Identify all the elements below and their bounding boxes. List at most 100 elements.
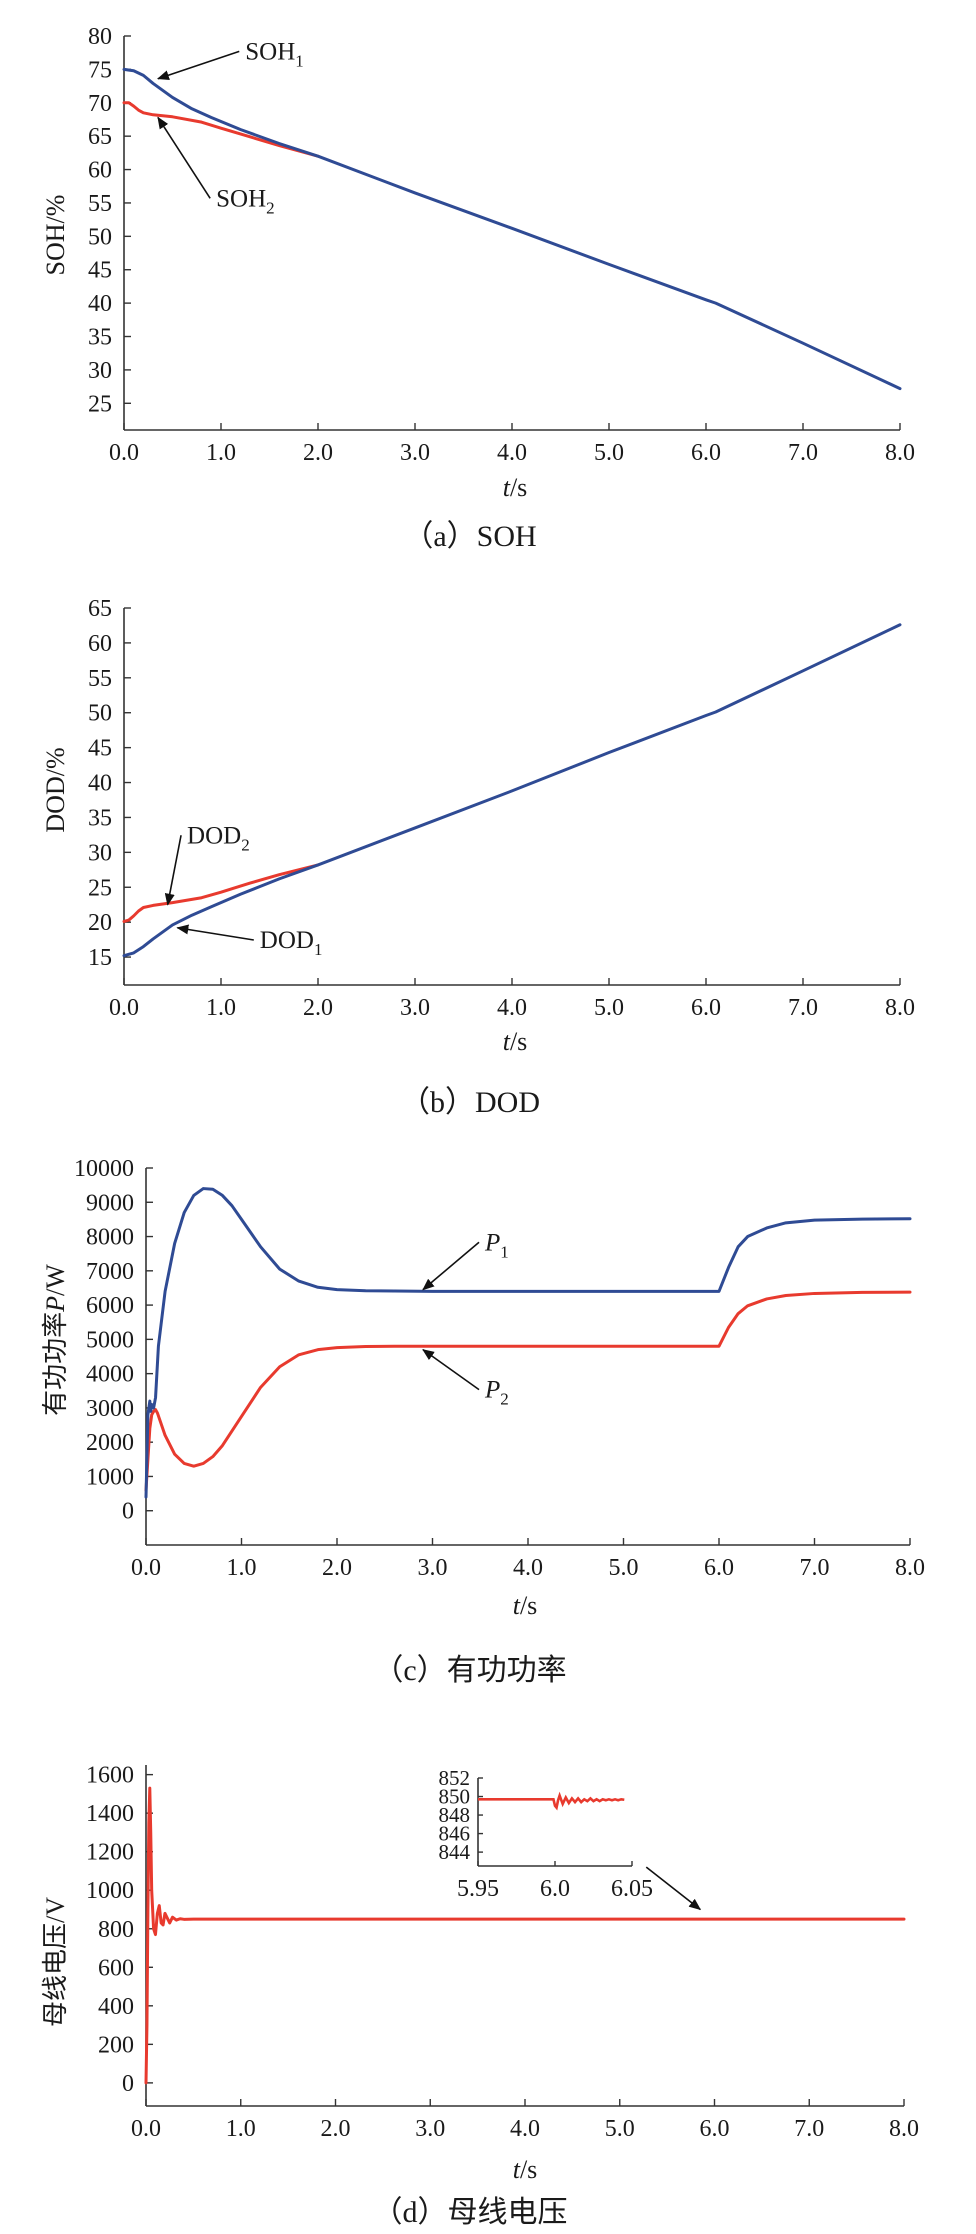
soh-x-tick-label: 8.0 — [885, 440, 915, 466]
chart-panel-dod: 0.0 1.0 2.0 3.0 4.0 5.0 6.0 7.0 8.0 15 20 25 30 35 40 4… — [41, 596, 915, 1119]
soh-x-axis-label: t/s — [503, 473, 528, 502]
inset-y-tick-label: 850 — [439, 1785, 471, 1809]
inset-x-tick-label: 6.0 — [540, 1876, 570, 1902]
dod-y-axis-label: DOD/% — [41, 747, 70, 832]
voltage-x-tick-label: 3.0 — [415, 2116, 445, 2142]
power-x-tick-label: 3.0 — [418, 1555, 448, 1581]
power-y-tick-label: 4000 — [86, 1362, 134, 1388]
power-annotation-arrow-p2 — [422, 1348, 480, 1391]
soh-annotation-arrow-soh2 — [157, 116, 211, 199]
voltage-series-line-udc — [144, 1786, 906, 2085]
power-y-tick-label: 2000 — [86, 1430, 134, 1456]
inset-x-tick-label: 6.05 — [611, 1876, 653, 1902]
voltage-y-tick-label: 1200 — [86, 1840, 134, 1866]
power-y-tick-label: 8000 — [86, 1225, 134, 1251]
power-y-tick-label: 6000 — [86, 1293, 134, 1319]
voltage-x-axis-label: t/s — [513, 2155, 538, 2184]
power-x-tick-label: 8.0 — [895, 1555, 925, 1581]
power-y-tick-label: 9000 — [86, 1190, 134, 1216]
dod-x-tick-label: 8.0 — [885, 995, 915, 1021]
dod-annotation-label-dod1: DOD1 — [260, 927, 323, 959]
soh-annotation-label-soh1: SOH1 — [245, 38, 304, 70]
power-x-tick-label: 0.0 — [131, 1555, 161, 1581]
power-y-tick-label: 1000 — [86, 1464, 134, 1490]
power-x-tick-label: 4.0 — [513, 1555, 543, 1581]
dod-x-tick-label: 1.0 — [206, 995, 236, 1021]
voltage-y-tick-label: 800 — [98, 1917, 134, 1943]
power-y-tick-label: 7000 — [86, 1259, 134, 1285]
soh-x-tick-label: 6.0 — [691, 440, 721, 466]
dod-x-tick-label: 6.0 — [691, 995, 721, 1021]
dod-x-tick-label: 4.0 — [497, 995, 527, 1021]
voltage-x-tick-label: 8.0 — [889, 2116, 919, 2142]
power-x-tick-label: 7.0 — [800, 1555, 830, 1581]
power-plot-area — [144, 1187, 912, 1499]
soh-annotation-arrow-soh1 — [157, 50, 240, 80]
dod-annotation-label-dod2: DOD2 — [187, 822, 250, 854]
power-x-tick-label: 2.0 — [322, 1555, 352, 1581]
power-x-axis-label: t/s — [513, 1591, 538, 1620]
voltage-x-tick-label: 5.0 — [605, 2116, 635, 2142]
power-annotations: P1 P2 — [422, 1229, 509, 1409]
voltage-y-tick-label: 400 — [98, 1994, 134, 2020]
soh-series-line-soh2 — [122, 101, 320, 158]
voltage-plot-area — [144, 1786, 906, 2085]
soh-y-tick-label: 80 — [88, 24, 112, 50]
inset-y-tick-label: 846 — [439, 1822, 471, 1846]
voltage-y-tick-label: 0 — [122, 2071, 134, 2097]
soh-ticks: 0.0 1.0 2.0 3.0 4.0 5.0 6.0 7.0 8.0 25 30 35 40 45 50 5… — [88, 24, 915, 466]
power-y-tick-label: 10000 — [74, 1156, 134, 1182]
dod-x-tick-label: 5.0 — [594, 995, 624, 1021]
chart-panel-active-power: 0.0 1.0 2.0 3.0 4.0 5.0 6.0 7.0 8.0 0 1000 2000 3000… — [41, 1156, 925, 1687]
power-x-tick-label: 6.0 — [704, 1555, 734, 1581]
dod-ticks: 0.0 1.0 2.0 3.0 4.0 5.0 6.0 7.0 8.0 15 20 25 30 35 40 4… — [88, 596, 915, 1021]
dod-x-axis-label: t/s — [503, 1027, 528, 1056]
dod-plot-area — [122, 623, 902, 958]
power-x-tick-label: 1.0 — [227, 1555, 257, 1581]
soh-annotation-label-soh2: SOH2 — [216, 185, 275, 217]
power-annotation-label-p1: P1 — [484, 1229, 509, 1261]
voltage-y-tick-label: 1400 — [86, 1801, 134, 1827]
soh-plot-area — [122, 67, 902, 391]
soh-x-tick-label: 7.0 — [788, 440, 818, 466]
soh-series-line-soh1 — [122, 67, 902, 391]
inset-y-tick-label: 844 — [439, 1840, 471, 1864]
chart-panel-bus-voltage: 0.0 1.0 2.0 3.0 4.0 5.0 6.0 7.0 8.0 0 200 400 600 800… — [41, 1763, 919, 2229]
dod-x-tick-label: 0.0 — [109, 995, 139, 1021]
soh-y-axis-label: SOH/% — [41, 195, 70, 276]
soh-y-tick-label: 35 — [88, 325, 112, 351]
power-annotation-label-p2: P2 — [484, 1377, 509, 1409]
soh-x-tick-label: 1.0 — [206, 440, 236, 466]
dod-y-tick-label: 55 — [88, 666, 112, 692]
voltage-ticks: 0.0 1.0 2.0 3.0 4.0 5.0 6.0 7.0 8.0 0 200 400 600 800… — [86, 1763, 919, 2142]
dod-y-tick-label: 40 — [88, 771, 112, 797]
power-y-tick-label: 3000 — [86, 1396, 134, 1422]
voltage-y-axis-label: 母线电压/V — [41, 1897, 70, 2027]
dod-y-tick-label: 20 — [88, 910, 112, 936]
voltage-x-tick-label: 6.0 — [700, 2116, 730, 2142]
voltage-y-tick-label: 1600 — [86, 1763, 134, 1789]
soh-y-tick-label: 45 — [88, 258, 112, 284]
power-y-tick-label: 5000 — [86, 1327, 134, 1353]
power-series-line-p1 — [144, 1187, 912, 1499]
dod-y-tick-label: 65 — [88, 596, 112, 622]
power-caption: （c）有功功率 — [373, 1654, 566, 1687]
dod-y-tick-label: 60 — [88, 631, 112, 657]
inset-pointer-arrow — [645, 1866, 702, 1911]
dod-series-line-dod2 — [122, 863, 320, 923]
voltage-y-tick-label: 1000 — [86, 1878, 134, 1904]
dod-series-line-dod1 — [122, 623, 902, 958]
voltage-x-tick-label: 0.0 — [131, 2116, 161, 2142]
soh-x-tick-label: 3.0 — [400, 440, 430, 466]
soh-x-tick-label: 2.0 — [303, 440, 333, 466]
dod-y-tick-label: 25 — [88, 875, 112, 901]
voltage-x-tick-label: 7.0 — [794, 2116, 824, 2142]
dod-x-tick-label: 3.0 — [400, 995, 430, 1021]
soh-y-tick-label: 65 — [88, 124, 112, 150]
voltage-x-tick-label: 2.0 — [321, 2116, 351, 2142]
dod-y-tick-label: 50 — [88, 701, 112, 727]
power-series-line-p2 — [144, 1290, 912, 1492]
soh-y-tick-label: 30 — [88, 358, 112, 384]
soh-x-tick-label: 0.0 — [109, 440, 139, 466]
power-y-tick-label: 0 — [122, 1499, 134, 1525]
